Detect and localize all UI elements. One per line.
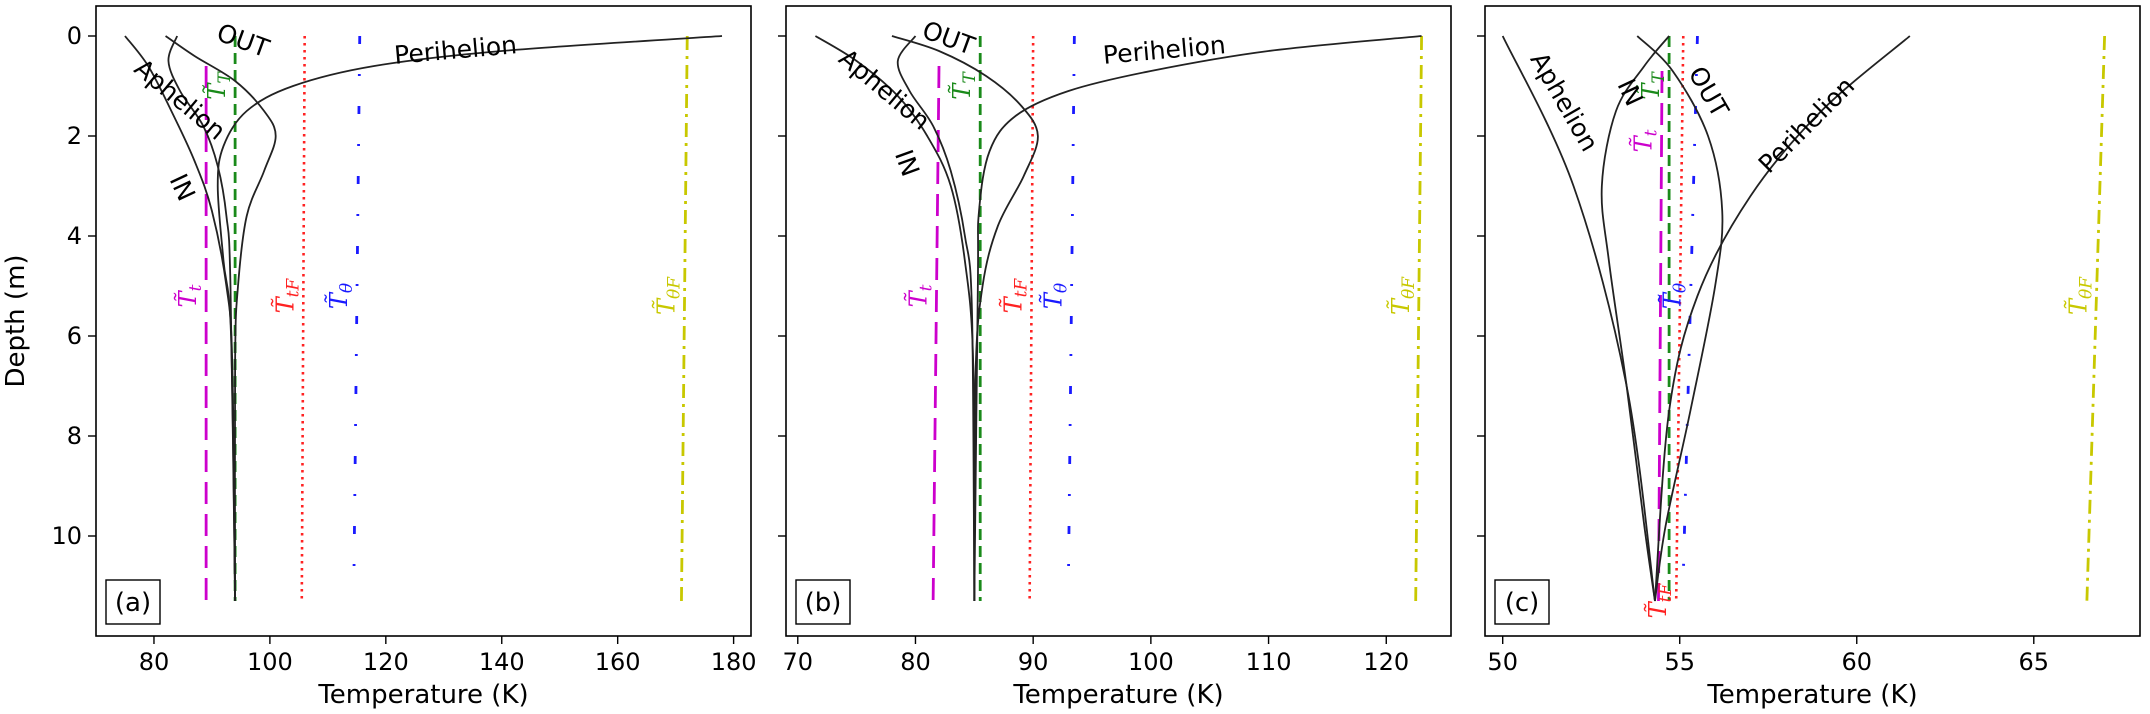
x-tick-label: 110 — [1246, 648, 1292, 676]
curve-out — [1636, 35, 1724, 602]
curve-in — [167, 35, 237, 602]
data-layer — [124, 35, 723, 602]
panel-label-box — [795, 579, 851, 625]
reference-line-T_tF — [1028, 35, 1035, 602]
reference-line-T_thetaF — [2085, 35, 2106, 602]
reference-line-T_t — [1657, 70, 1664, 602]
panel-label: (b) — [805, 588, 842, 618]
x-tick-label: 120 — [363, 648, 409, 676]
y-axis-label: Depth (m) — [1, 254, 31, 387]
ref-label-T_thetaF: T̃θF — [2064, 276, 2096, 315]
curve-aphelion — [1501, 35, 1656, 602]
panel-label-box — [1494, 579, 1550, 625]
x-tick-label: 140 — [479, 648, 525, 676]
ref-label-T_T: T̃T — [203, 71, 235, 100]
curve-perihelion — [973, 35, 1422, 602]
x-tick-label: 65 — [2019, 648, 2050, 676]
x-tick-label: 100 — [1128, 648, 1174, 676]
ref-label-T_thetaF: T̃θF — [652, 276, 684, 315]
y-tick-label: 0 — [67, 22, 82, 50]
data-layer — [1501, 35, 2106, 602]
y-tick-label: 4 — [67, 222, 82, 250]
plot-frame — [95, 5, 752, 637]
reference-line-T_tF — [1674, 35, 1685, 602]
x-tick-label: 50 — [1487, 648, 1518, 676]
x-axis-label: Temperature (K) — [1012, 680, 1223, 710]
ref-label-T_tF: T̃tF — [271, 277, 303, 313]
y-tick-label: 6 — [67, 322, 82, 350]
x-tick-label: 90 — [1018, 648, 1049, 676]
panel-label: (c) — [1505, 588, 1540, 618]
x-tick-label: 55 — [1664, 648, 1695, 676]
x-tick-label: 60 — [1841, 648, 1872, 676]
curve-in — [1600, 35, 1670, 602]
panel-label: (a) — [115, 588, 151, 618]
x-tick-label: 160 — [595, 648, 641, 676]
y-tick-label: 10 — [51, 522, 82, 550]
ref-label-T_t: T̃t — [1629, 129, 1661, 152]
panel-a: T̃tT̃TT̃tFT̃θT̃θFAphelionPerihelionOUTIN… — [1, 5, 757, 710]
reference-line-T_thetaF — [1414, 35, 1423, 602]
curve-perihelion — [1654, 35, 1911, 602]
ref-label-T_theta: T̃θ — [1658, 283, 1690, 309]
ref-label-T_tF: T̃tF — [999, 277, 1031, 313]
x-tick-label: 100 — [247, 648, 293, 676]
ref-label-T_T: T̃T — [948, 71, 980, 100]
plot-area — [786, 6, 1451, 636]
ref-label-T_theta: T̃θ — [1039, 283, 1071, 309]
reference-line-T_tF — [300, 35, 306, 602]
curve-out — [165, 35, 277, 602]
reference-line-T_thetaF — [680, 35, 689, 602]
y-tick-label: 2 — [67, 122, 82, 150]
ref-label-T_t: T̃t — [174, 284, 206, 307]
plot-frame — [1484, 5, 2141, 637]
data-layer — [814, 35, 1423, 602]
ref-label-T_tF: T̃tF — [1644, 582, 1676, 618]
plot-area — [1485, 6, 2140, 636]
x-axis-label: Temperature (K) — [1706, 680, 1917, 710]
x-tick-label: 120 — [1363, 648, 1409, 676]
x-tick-label: 70 — [782, 648, 813, 676]
ref-label-T_t: T̃t — [904, 284, 936, 307]
plot-frame — [785, 5, 1452, 637]
y-tick-label: 8 — [67, 422, 82, 450]
ref-label-T_T: T̃T — [1637, 71, 1669, 100]
x-tick-label: 80 — [900, 648, 931, 676]
ref-label-T_theta: T̃θ — [325, 283, 357, 309]
ref-label-T_thetaF: T̃θF — [1386, 276, 1418, 315]
curve-in — [896, 35, 976, 602]
reference-line-T_t — [931, 65, 941, 602]
curve-out — [891, 35, 1039, 602]
panel-label-box — [105, 579, 161, 625]
x-tick-label: 80 — [139, 648, 170, 676]
x-tick-label: 180 — [711, 648, 757, 676]
x-axis-label: Temperature (K) — [317, 680, 528, 710]
